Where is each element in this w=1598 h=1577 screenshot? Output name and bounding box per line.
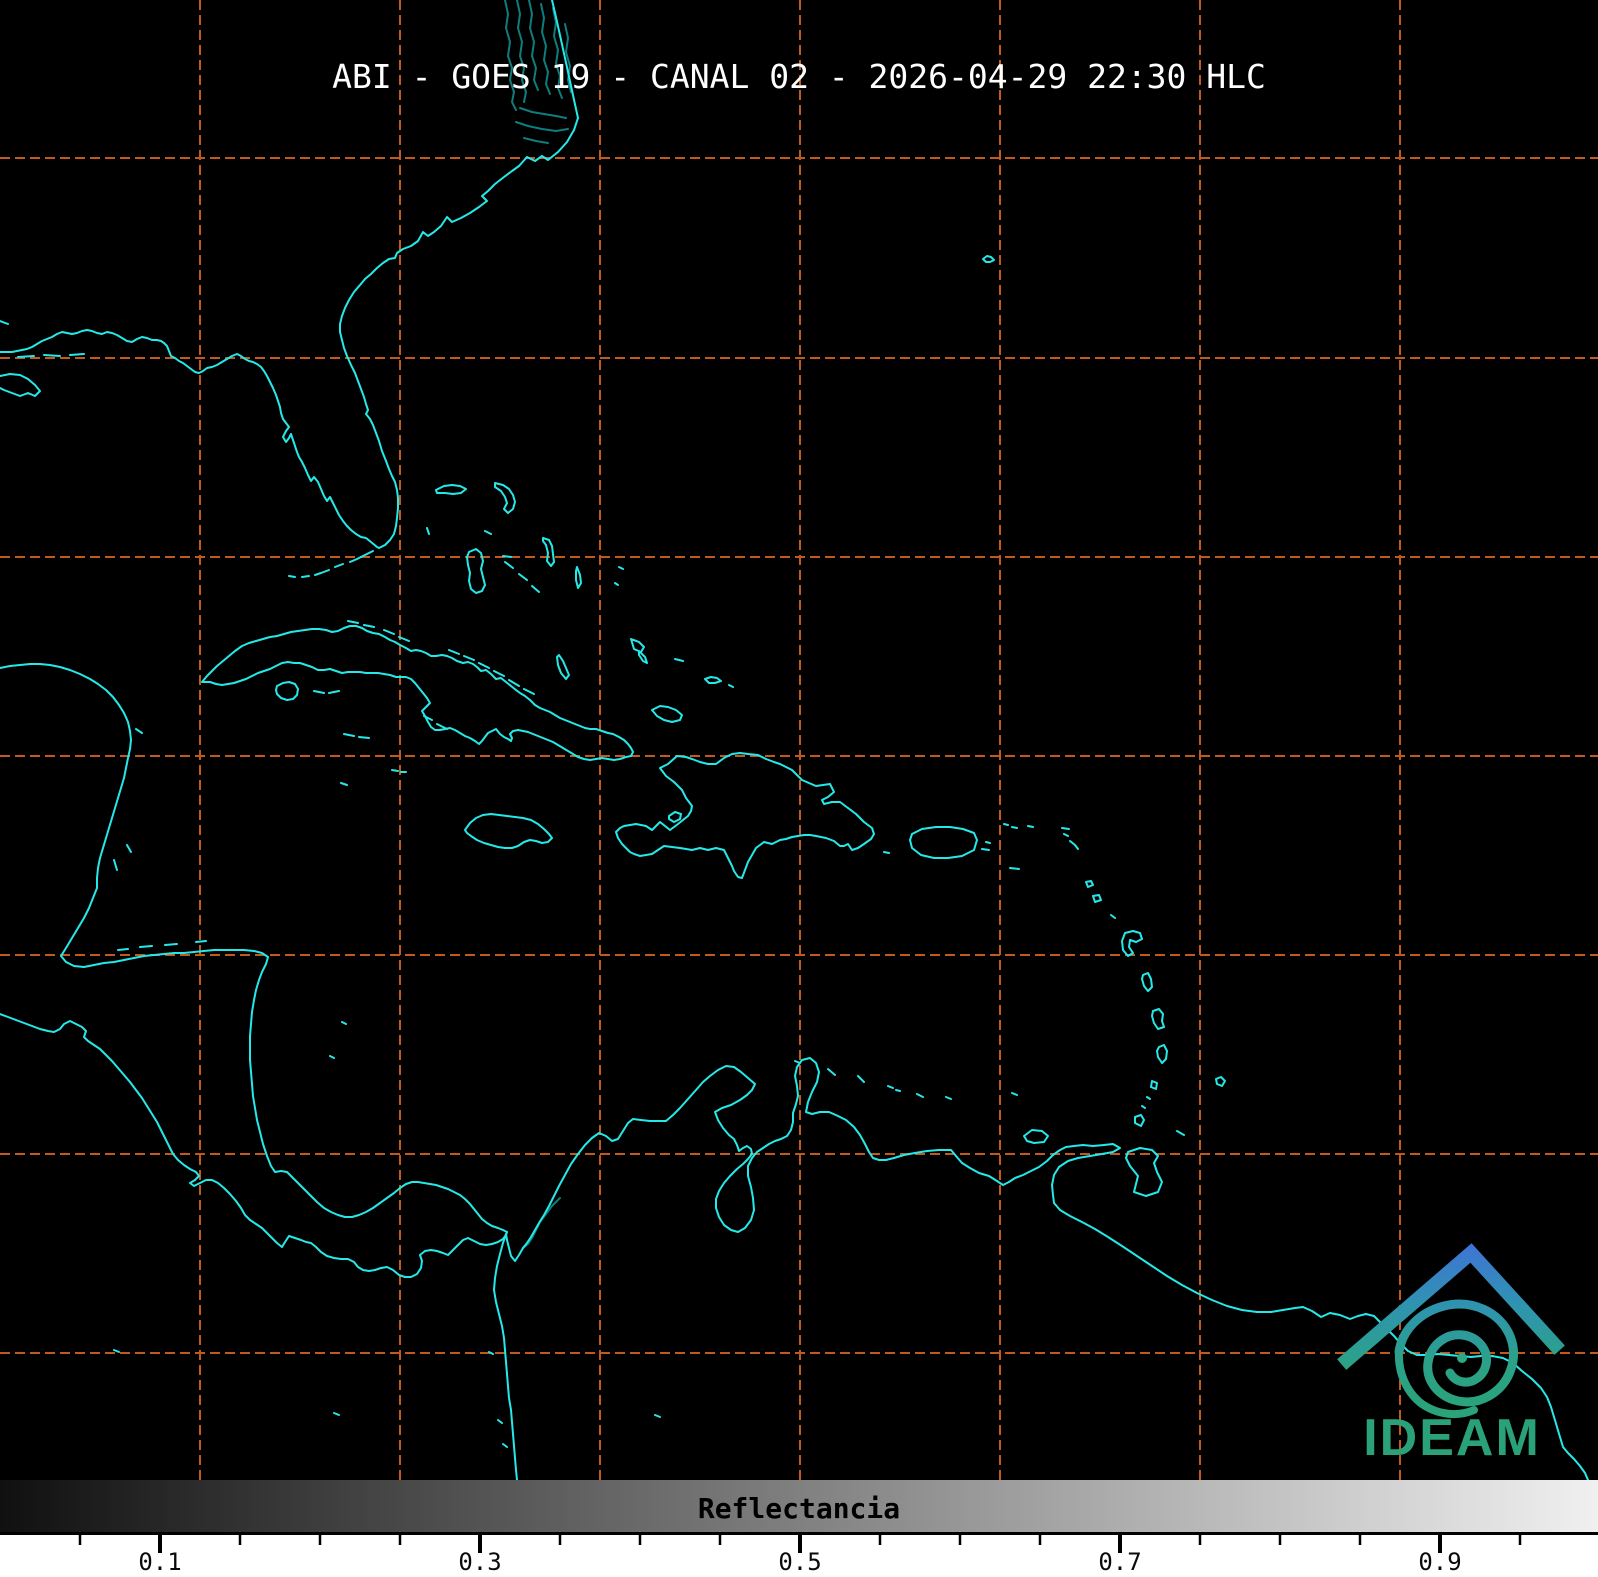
ideam-logo-icon: [1337, 1243, 1565, 1419]
mississippi-delta: [0, 373, 41, 397]
tick-label-09: 0.9: [1418, 1548, 1462, 1576]
cuba-south-cays: [313, 690, 448, 739]
coastlines: [0, 0, 1589, 1480]
colorbar-label: Reflectancia: [697, 1492, 901, 1525]
tick-label-01: 0.1: [138, 1548, 182, 1576]
cuba: [201, 625, 634, 761]
abc-islands: [794, 1060, 1018, 1100]
colombia-pacific-coast: [493, 1233, 524, 1480]
bay-islands: [113, 728, 661, 1418]
tick-label-07: 0.7: [1098, 1548, 1142, 1576]
ideam-logo-text: IDEAM: [1363, 1409, 1541, 1467]
hispaniola: [615, 752, 875, 879]
colorbar-axis: 0.1 0.3 0.5 0.7 0.9: [0, 1535, 1598, 1577]
cayman-islands: [340, 769, 407, 786]
image-title: ABI - GOES 19 - CANAL 02 - 2026-04-29 22…: [332, 57, 1266, 96]
lesser-antilles: [1061, 827, 1226, 1136]
colorbar-ticks: [78, 1535, 1522, 1553]
gonave: [668, 811, 682, 823]
satellite-map: ABI - GOES 19 - CANAL 02 - 2026-04-29 22…: [0, 0, 1598, 1480]
puerto-rico: [909, 826, 978, 859]
isla-juventud: [275, 681, 299, 701]
jamaica: [464, 813, 553, 849]
bahamas: [426, 482, 734, 723]
trinidad: [1125, 1147, 1163, 1197]
us-coast: [0, 0, 579, 549]
logo-spiral-tail: [1394, 1348, 1478, 1419]
estuary-coastlines: [504, 0, 572, 1249]
central-america-caribbean: [0, 663, 508, 1233]
florida-keys: [288, 550, 374, 578]
margarita: [1023, 1129, 1049, 1144]
central-america-pacific: [0, 1013, 508, 1278]
bermuda: [982, 255, 995, 263]
reflectance-colorbar: Reflectancia: [0, 1480, 1598, 1535]
map-canvas: [0, 0, 1598, 1480]
tick-label-03: 0.3: [458, 1548, 502, 1576]
tick-label-05: 0.5: [778, 1548, 822, 1576]
latlon-grid: [0, 0, 1598, 1480]
logo-eye: [1457, 1353, 1467, 1363]
logo-spiral: [1394, 1299, 1518, 1407]
virgin-islands: [883, 823, 1034, 870]
logo-roof: [1337, 1243, 1565, 1370]
south-america-coast: [522, 1057, 1589, 1480]
cuba-north-cays: [347, 620, 535, 695]
